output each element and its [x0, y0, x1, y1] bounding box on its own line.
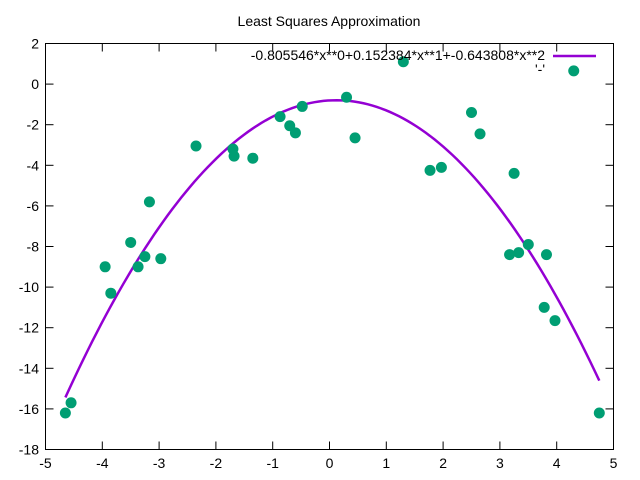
data-point	[59, 407, 71, 419]
data-point	[143, 196, 155, 208]
data-point	[65, 397, 77, 409]
y-tick-label: -10	[19, 279, 39, 295]
data-point	[549, 315, 561, 327]
data-point	[538, 301, 550, 313]
x-tick-label: -1	[266, 455, 279, 471]
y-tick-label: -18	[19, 442, 39, 458]
legend-label-fit: -0.805546*x**0+0.152384*x**1+-0.643808*x…	[251, 47, 545, 63]
data-point	[397, 56, 409, 68]
y-tick-label: -14	[19, 360, 39, 376]
x-tick-label: -3	[153, 455, 166, 471]
data-point	[155, 253, 167, 265]
x-tick-label: 5	[610, 455, 618, 471]
data-point	[105, 287, 117, 299]
data-point	[508, 167, 520, 179]
data-point	[341, 91, 353, 103]
x-tick-label: 2	[439, 455, 447, 471]
data-point	[466, 107, 477, 119]
data-point	[228, 150, 240, 162]
y-tick-label: -2	[27, 117, 40, 133]
x-tick-label: -5	[39, 455, 52, 471]
x-tick-label: 3	[496, 455, 504, 471]
legend: -0.805546*x**0+0.152384*x**1+-0.643808*x…	[251, 47, 596, 77]
data-point	[504, 249, 516, 261]
y-tick-label: 0	[31, 76, 39, 92]
data-point	[593, 407, 605, 419]
y-tick-label: 2	[31, 36, 39, 52]
data-point	[274, 111, 286, 123]
y-tick-label: -4	[27, 157, 40, 173]
data-point	[349, 132, 361, 144]
x-tick-label: 4	[553, 455, 561, 471]
fit-curve-layer	[64, 99, 601, 398]
axis-ticks: -5 -4 -3 -2 -1 0 1 2 3 4 5-18-16-14-12-10-8-6-4-20…	[19, 36, 618, 472]
y-tick-label: -16	[19, 401, 39, 417]
data-point	[132, 261, 144, 273]
y-tick-label: -6	[27, 198, 40, 214]
data-point	[568, 65, 580, 77]
data-point	[99, 261, 111, 273]
data-point	[424, 164, 436, 176]
fit-curve	[64, 99, 601, 398]
x-tick-label: 1	[382, 455, 390, 471]
data-point	[435, 161, 447, 173]
legend-label-points: '-'	[535, 61, 545, 77]
x-tick-label: -2	[210, 455, 223, 471]
y-tick-label: -8	[27, 239, 40, 255]
data-point	[139, 251, 151, 263]
data-point	[513, 247, 525, 259]
x-tick-label: -4	[96, 455, 109, 471]
data-point	[296, 100, 308, 112]
data-point	[247, 152, 259, 164]
chart-title: Least Squares Approximation	[238, 13, 421, 29]
data-point	[190, 140, 202, 152]
data-points-layer	[59, 56, 605, 419]
y-tick-label: -12	[19, 320, 39, 336]
data-point	[540, 249, 552, 261]
data-point	[125, 236, 137, 248]
x-tick-label: 0	[326, 455, 334, 471]
data-point	[522, 238, 534, 250]
data-point	[289, 127, 301, 139]
data-point	[474, 128, 486, 140]
